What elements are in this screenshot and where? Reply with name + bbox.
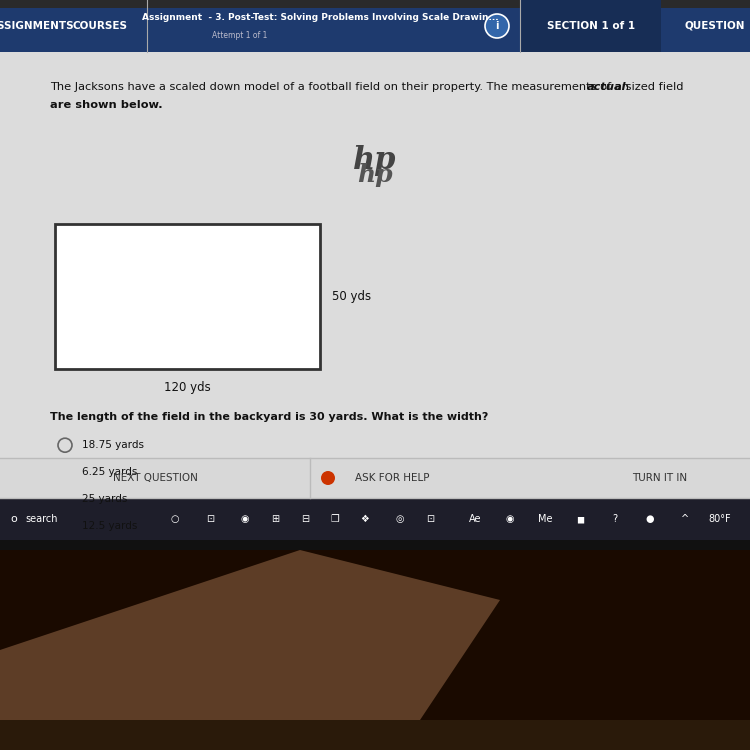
Text: ASK FOR HELP: ASK FOR HELP (355, 473, 430, 483)
Text: ⊟: ⊟ (301, 514, 309, 524)
Text: Me: Me (538, 514, 552, 524)
Text: Assignment  - 3. Post-Test: Solving Problems Involving Scale Drawin...: Assignment - 3. Post-Test: Solving Probl… (142, 13, 498, 22)
Polygon shape (0, 550, 500, 750)
Text: 18.75 yards: 18.75 yards (82, 440, 144, 450)
Text: ○: ○ (171, 514, 179, 524)
Text: sized field: sized field (622, 82, 683, 92)
Text: The Jacksons have a scaled down model of a football field on their property. The: The Jacksons have a scaled down model of… (50, 82, 632, 92)
Text: ⊡: ⊡ (206, 514, 214, 524)
Bar (0, 0, 750, 540)
Text: 6.25 yards: 6.25 yards (82, 467, 137, 477)
Text: are shown below.: are shown below. (50, 100, 163, 110)
Text: 50 yds: 50 yds (332, 290, 371, 303)
Text: NEXT QUESTION: NEXT QUESTION (112, 473, 197, 483)
Text: ?: ? (613, 514, 617, 524)
Text: 80°F: 80°F (709, 514, 731, 524)
Text: hp: hp (357, 163, 393, 187)
Text: ◉: ◉ (506, 514, 515, 524)
Text: ◎: ◎ (396, 514, 404, 524)
Bar (0, 498, 750, 540)
Text: COURSES: COURSES (73, 21, 128, 31)
Text: Ae: Ae (469, 514, 482, 524)
Text: actual: actual (587, 82, 626, 92)
Text: ❒: ❒ (331, 514, 339, 524)
Text: ●: ● (646, 514, 654, 524)
Text: ❖: ❖ (361, 514, 369, 524)
Bar (0, 720, 750, 750)
Text: i: i (495, 21, 499, 31)
Text: TURN IT IN: TURN IT IN (632, 473, 688, 483)
Text: ASSIGNMENTS: ASSIGNMENTS (0, 21, 74, 31)
Bar (0, 530, 750, 750)
Text: ◼: ◼ (576, 514, 584, 524)
Bar (521, 0, 661, 52)
Circle shape (485, 14, 509, 38)
Bar (55, 224, 320, 369)
Bar (0, 0, 750, 52)
Bar (0, 0, 750, 8)
Bar (0, 550, 750, 750)
Circle shape (321, 471, 335, 485)
Text: QUESTION: QUESTION (685, 21, 746, 31)
Text: 12.5 yards: 12.5 yards (82, 521, 137, 531)
Text: search: search (25, 514, 58, 524)
Text: The length of the field in the backyard is 30 yards. What is the width?: The length of the field in the backyard … (50, 413, 488, 422)
Text: o: o (10, 514, 16, 524)
Text: 25 yards: 25 yards (82, 494, 128, 504)
Text: SECTION 1 of 1: SECTION 1 of 1 (547, 21, 635, 31)
Bar (0, 170, 750, 550)
Text: ◉: ◉ (241, 514, 249, 524)
Text: hp: hp (353, 145, 397, 176)
Text: Attempt 1 of 1: Attempt 1 of 1 (212, 31, 268, 40)
Text: ^: ^ (681, 514, 689, 524)
Bar (0, 52, 750, 540)
Text: ⊡: ⊡ (426, 514, 434, 524)
Text: 120 yds: 120 yds (164, 381, 211, 394)
Text: ⊞: ⊞ (271, 514, 279, 524)
Bar (0, 458, 750, 498)
